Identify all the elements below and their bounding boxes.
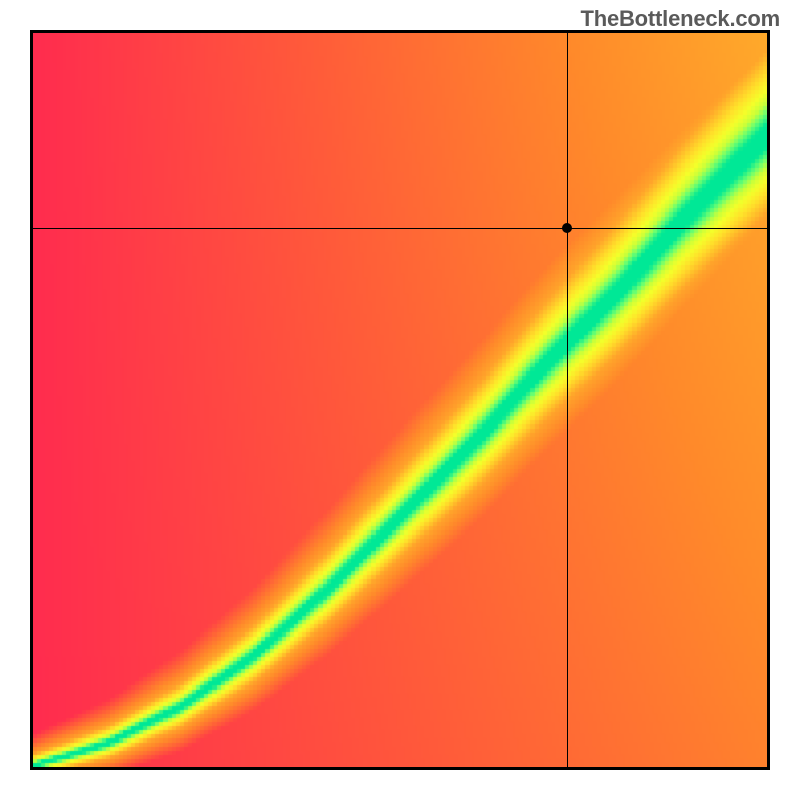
watermark-text: TheBottleneck.com [580,6,780,32]
heatmap-canvas [33,33,767,767]
crosshair-marker [562,223,572,233]
plot-area [30,30,770,770]
crosshair-horizontal [33,228,767,229]
crosshair-vertical [567,33,568,767]
